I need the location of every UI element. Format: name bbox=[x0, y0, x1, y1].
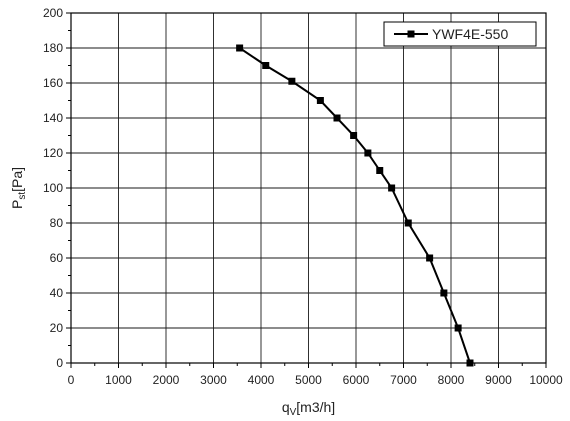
x-axis-title: qV[m3/h] bbox=[282, 399, 335, 418]
x-tick-label: 8000 bbox=[438, 373, 465, 387]
y-tick-label: 180 bbox=[43, 41, 63, 55]
y-tick-label: 40 bbox=[50, 286, 64, 300]
axis-ticks bbox=[66, 12, 547, 368]
x-tick-label: 4000 bbox=[248, 373, 275, 387]
x-axis-title-subscript: V bbox=[290, 407, 297, 418]
y-axis-title-subscript: st bbox=[17, 192, 28, 200]
x-tick-label: 7000 bbox=[390, 373, 417, 387]
data-point-marker bbox=[404, 219, 412, 227]
data-point-marker bbox=[316, 97, 324, 104]
data-point-marker bbox=[440, 289, 448, 297]
data-point-marker bbox=[262, 62, 270, 69]
x-tick-label: 1000 bbox=[105, 373, 132, 387]
y-axis-title-unit: [Pa] bbox=[9, 167, 25, 192]
series-line bbox=[239, 47, 471, 364]
y-tick-label: 140 bbox=[43, 111, 63, 125]
x-tick-label: 6000 bbox=[343, 373, 370, 387]
data-point-marker bbox=[333, 114, 341, 122]
y-tick-label: 0 bbox=[56, 356, 63, 370]
legend-label: YWF4E-550 bbox=[432, 26, 508, 42]
plot-frame bbox=[70, 12, 547, 364]
y-tick-label: 200 bbox=[43, 6, 63, 20]
x-tick-label: 0 bbox=[68, 373, 75, 387]
x-tick-label: 2000 bbox=[153, 373, 180, 387]
y-axis-title-main: P bbox=[9, 200, 25, 209]
x-tick-label: 9000 bbox=[485, 373, 512, 387]
data-point-marker bbox=[454, 324, 462, 332]
y-tick-label: 60 bbox=[50, 251, 64, 265]
series-line-ywf4e-550 bbox=[236, 44, 474, 367]
y-tick-label: 20 bbox=[50, 321, 64, 335]
x-tick-label: 10000 bbox=[529, 373, 563, 387]
x-tick-label: 5000 bbox=[295, 373, 322, 387]
legend-swatch-marker bbox=[407, 30, 415, 38]
y-axis-title: Pst[Pa] bbox=[9, 167, 28, 209]
data-point-marker bbox=[288, 77, 296, 85]
y-tick-label: 100 bbox=[43, 181, 63, 195]
legend: YWF4E-550 bbox=[383, 21, 537, 47]
data-point-marker bbox=[236, 44, 244, 52]
grid-lines bbox=[71, 13, 546, 363]
y-tick-label: 80 bbox=[50, 216, 64, 230]
x-axis-title-unit: [m3/h] bbox=[296, 399, 335, 415]
y-tick-label: 120 bbox=[43, 146, 63, 160]
data-point-marker bbox=[350, 132, 358, 139]
tick-labels: 0 1000 2000 3000 4000 5000 6000 7000 8000 9000 100… bbox=[43, 6, 563, 387]
data-point-marker bbox=[426, 254, 434, 262]
data-point-marker bbox=[376, 167, 384, 174]
x-axis-title-main: q bbox=[282, 399, 290, 415]
y-tick-label: 160 bbox=[43, 76, 63, 90]
data-point-marker bbox=[388, 184, 396, 192]
x-tick-label: 3000 bbox=[200, 373, 227, 387]
data-point-marker bbox=[364, 149, 372, 157]
